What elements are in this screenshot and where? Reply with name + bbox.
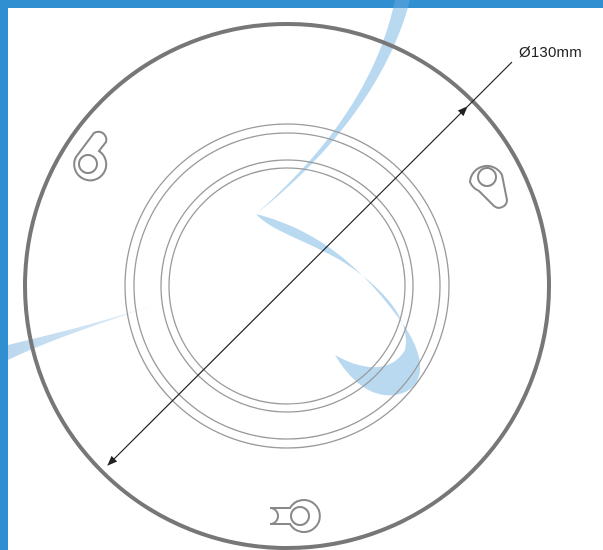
frame-top-border bbox=[0, 0, 603, 8]
keyhole-slot-bottom bbox=[269, 499, 321, 533]
diameter-dimension-line bbox=[107, 106, 468, 466]
diameter-label: Ø130mm bbox=[519, 44, 582, 61]
outer-base-outline bbox=[23, 22, 551, 550]
keyhole-slot-right bbox=[468, 165, 509, 209]
frame-left-border bbox=[0, 0, 8, 550]
dimension-leader-line bbox=[466, 61, 513, 108]
watermark-swoosh bbox=[8, 0, 421, 396]
keyhole-slot-left bbox=[73, 130, 108, 182]
